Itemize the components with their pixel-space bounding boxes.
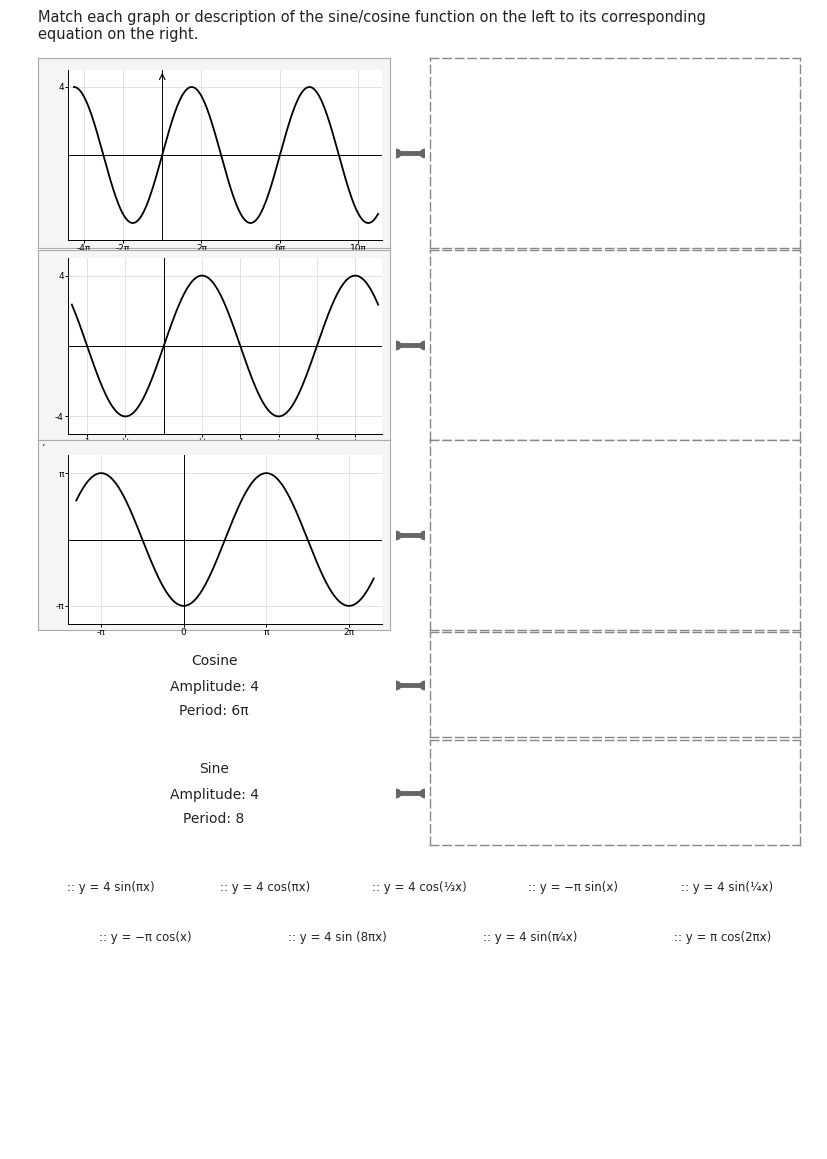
Text: :: y = 4 sin (8πx): :: y = 4 sin (8πx) xyxy=(288,931,387,943)
Text: Match each graph or description of the sine/cosine function on the left to its c: Match each graph or description of the s… xyxy=(38,10,705,43)
Text: Cosine: Cosine xyxy=(190,655,237,669)
Text: :: y = 4 sin(πx): :: y = 4 sin(πx) xyxy=(67,881,155,894)
Text: :: y = 4 sin(π⁄₄x): :: y = 4 sin(π⁄₄x) xyxy=(482,931,576,943)
Text: ’: ’ xyxy=(41,444,45,454)
Text: Amplitude: 4: Amplitude: 4 xyxy=(170,679,258,693)
Text: :: y = 4 cos(⅓x): :: y = 4 cos(⅓x) xyxy=(371,881,466,894)
Text: Sine: Sine xyxy=(198,763,228,777)
Text: :: y = π cos(2πx): :: y = π cos(2πx) xyxy=(673,931,771,943)
Text: :: y = 4 sin(¼x): :: y = 4 sin(¼x) xyxy=(680,881,772,894)
Text: Period: 8: Period: 8 xyxy=(183,811,244,825)
Text: Period: 6π: Period: 6π xyxy=(179,704,248,717)
Text: :: y = −π cos(x): :: y = −π cos(x) xyxy=(98,931,191,943)
Text: :: y = −π sin(x): :: y = −π sin(x) xyxy=(528,881,617,894)
Text: :: y = 4 cos(πx): :: y = 4 cos(πx) xyxy=(220,881,310,894)
Text: Amplitude: 4: Amplitude: 4 xyxy=(170,788,258,802)
